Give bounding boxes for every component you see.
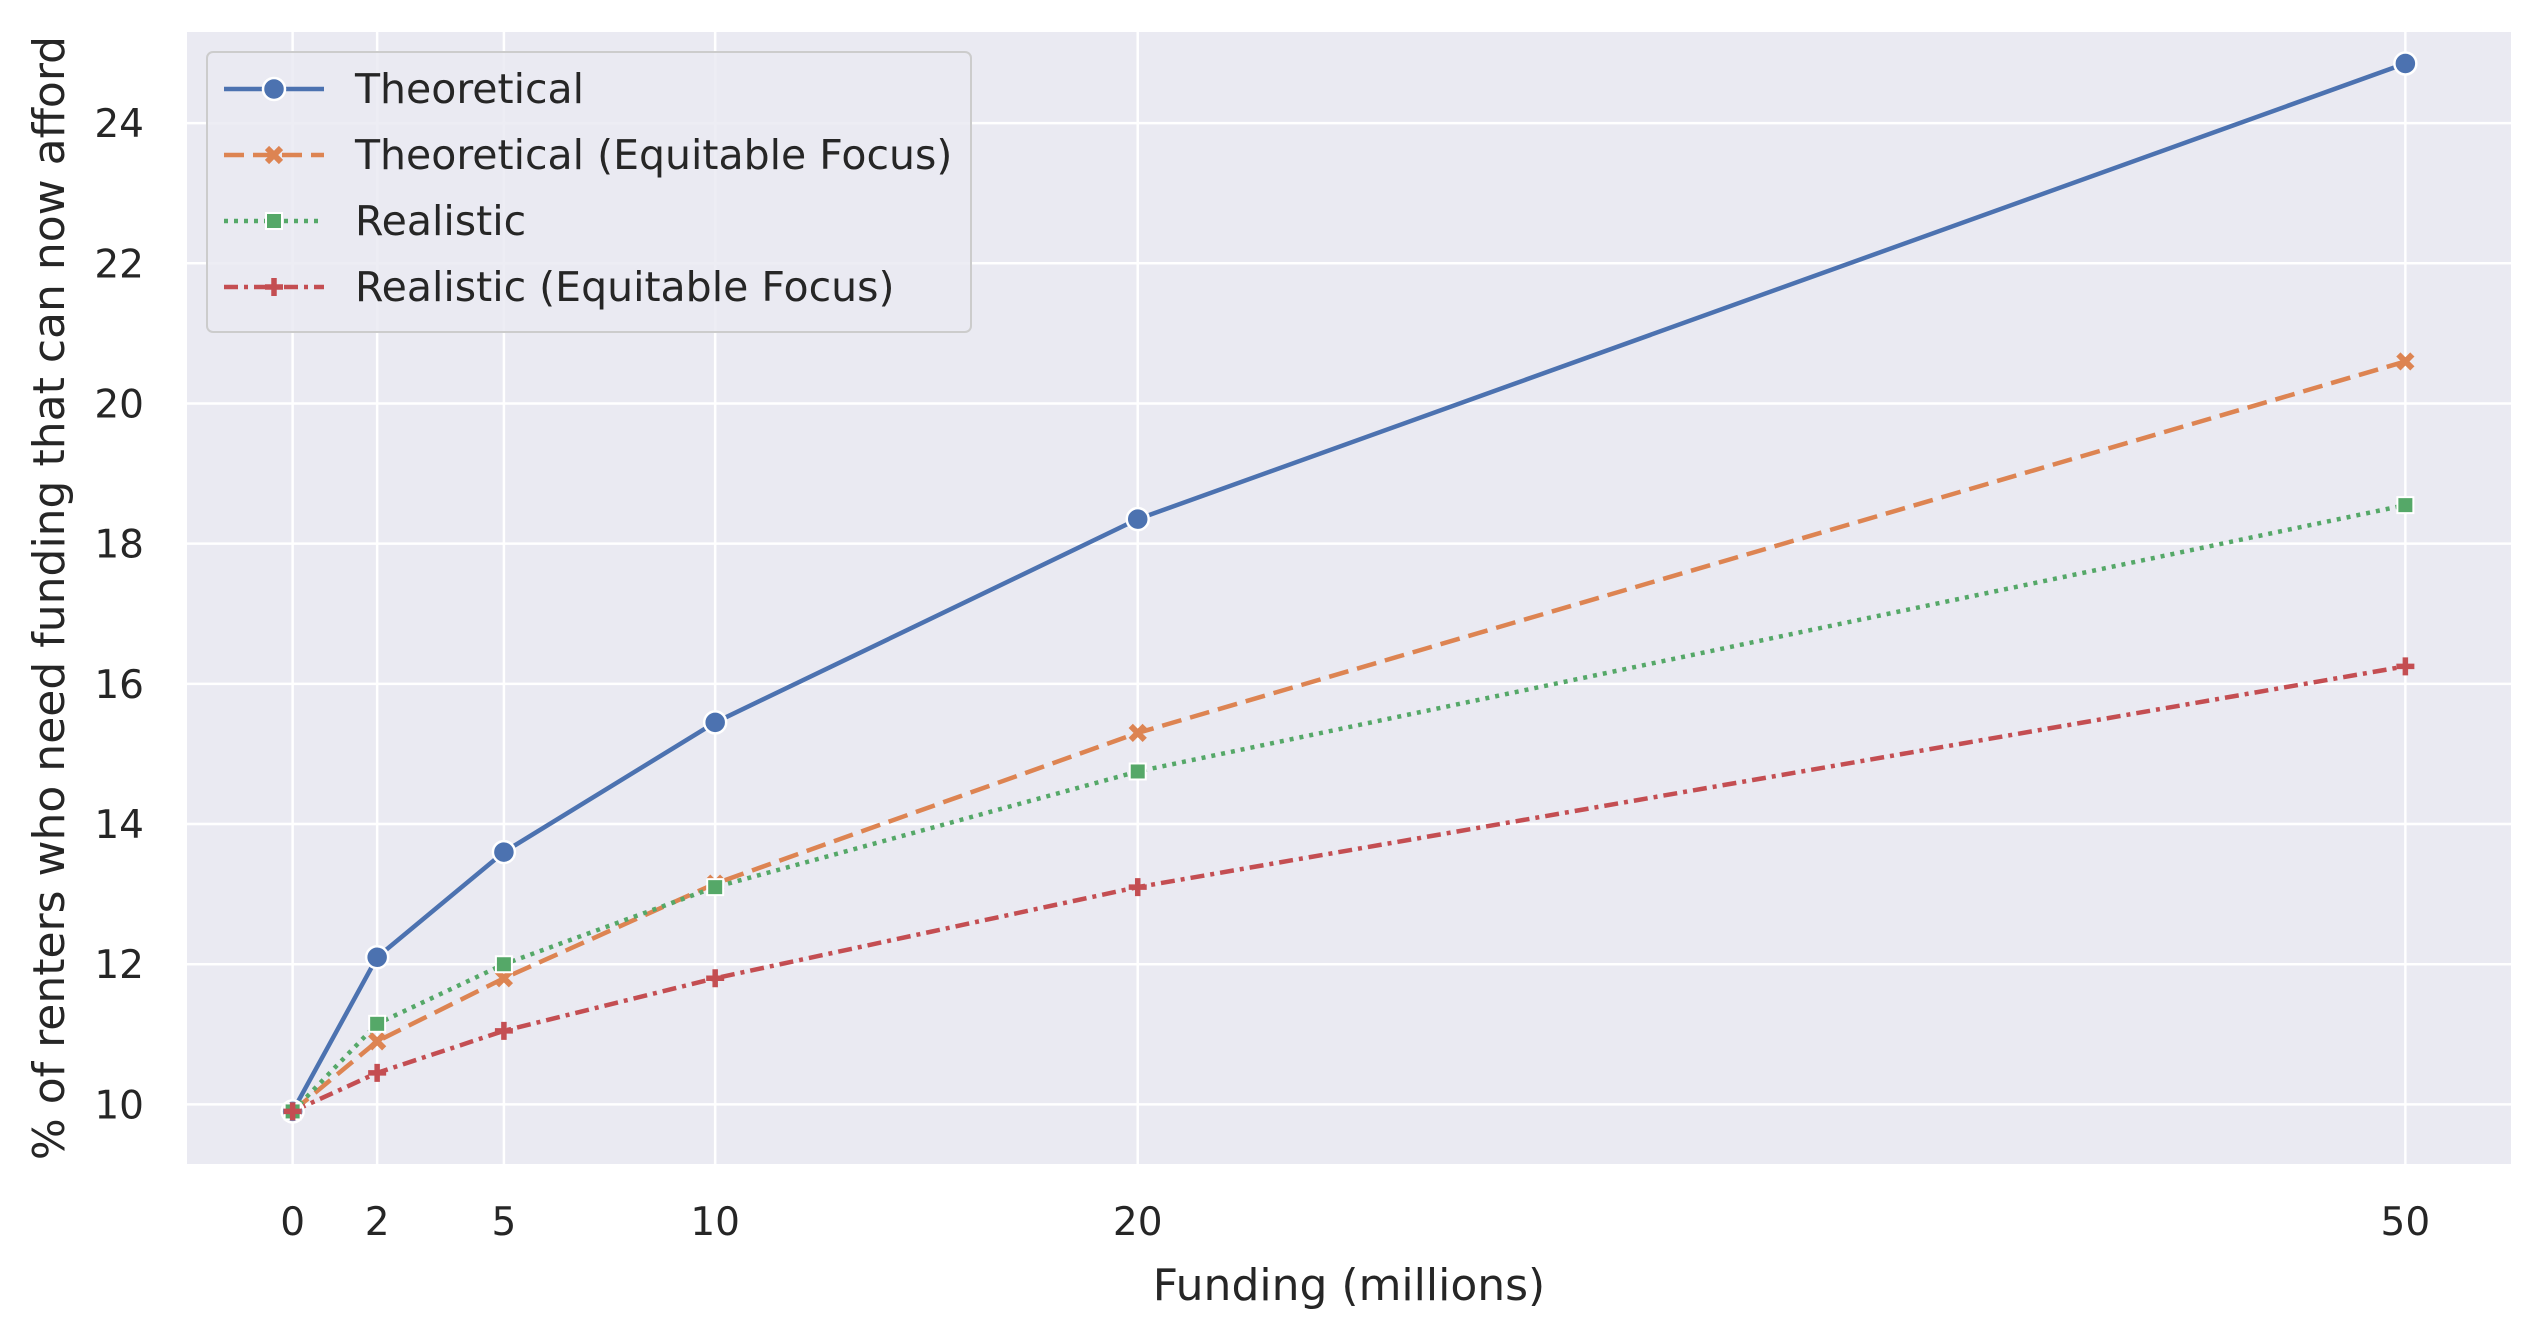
data-point-series-3 [368, 1014, 387, 1033]
data-point-series-4 [706, 969, 725, 988]
legend-label: Realistic [355, 197, 526, 245]
series-line-2 [291, 359, 2406, 1114]
y-tick-label: 22 [94, 242, 144, 287]
data-point-series-1 [1125, 506, 1150, 532]
series-line-1 [290, 61, 2407, 1113]
data-point-series-2 [1128, 723, 1147, 743]
y-axis-label: % of renters who need funding that can n… [24, 36, 75, 1160]
x-tick-label: 10 [690, 1200, 740, 1245]
legend-box [206, 51, 972, 333]
legend-label: Theoretical [354, 65, 584, 113]
data-point-series-2 [368, 1032, 387, 1051]
legend-label: Theoretical (Equitable Focus) [354, 131, 952, 179]
legend-marker [264, 145, 284, 165]
y-tick-label: 24 [94, 102, 144, 147]
y-tick-label: 10 [94, 1083, 144, 1128]
x-tick-labels: 0 2 5 10 20 50 [280, 1200, 2430, 1245]
y-tick-label: 12 [94, 943, 144, 988]
x-tick-label: 2 [365, 1200, 390, 1245]
data-point-series-1 [2393, 51, 2418, 76]
y-tick-labels: 10 12 14 16 18 20 22 24 [94, 102, 144, 1128]
data-point-series-3 [706, 878, 725, 897]
data-point-series-1 [491, 839, 517, 865]
series-markers [280, 51, 2418, 1124]
y-tick-label: 18 [94, 523, 144, 568]
legend: Theoretical Theoretical (Equitable Focus)… [206, 51, 972, 333]
data-point-series-4 [1128, 878, 1147, 897]
series-line-3 [291, 502, 2406, 1113]
x-tick-label: 20 [1113, 1200, 1163, 1245]
legend-marker [265, 278, 283, 296]
x-axis-label: Funding (millions) [1153, 1260, 1545, 1311]
legend-marker [265, 212, 283, 230]
data-point-series-4 [2396, 657, 2415, 676]
data-point-series-4 [494, 1021, 513, 1040]
data-point-series-1 [702, 710, 728, 735]
y-tick-label: 14 [94, 803, 144, 848]
data-point-series-1 [364, 944, 390, 970]
data-point-series-3 [2396, 496, 2415, 515]
series-line-4 [291, 664, 2406, 1114]
data-point-series-3 [494, 955, 513, 974]
data-point-series-4 [283, 1102, 302, 1121]
data-point-series-2 [2396, 352, 2415, 371]
series-lines [290, 61, 2407, 1114]
x-tick-label: 5 [491, 1200, 516, 1245]
data-point-series-4 [368, 1063, 387, 1082]
x-tick-label: 50 [2381, 1200, 2431, 1245]
x-tick-label: 0 [280, 1200, 305, 1245]
data-point-series-2 [494, 969, 514, 988]
legend-label: Realistic (Equitable Focus) [355, 263, 894, 311]
data-point-series-3 [1128, 762, 1147, 781]
y-tick-label: 16 [94, 663, 144, 708]
y-tick-label: 20 [94, 382, 144, 427]
legend-marker [261, 76, 287, 102]
